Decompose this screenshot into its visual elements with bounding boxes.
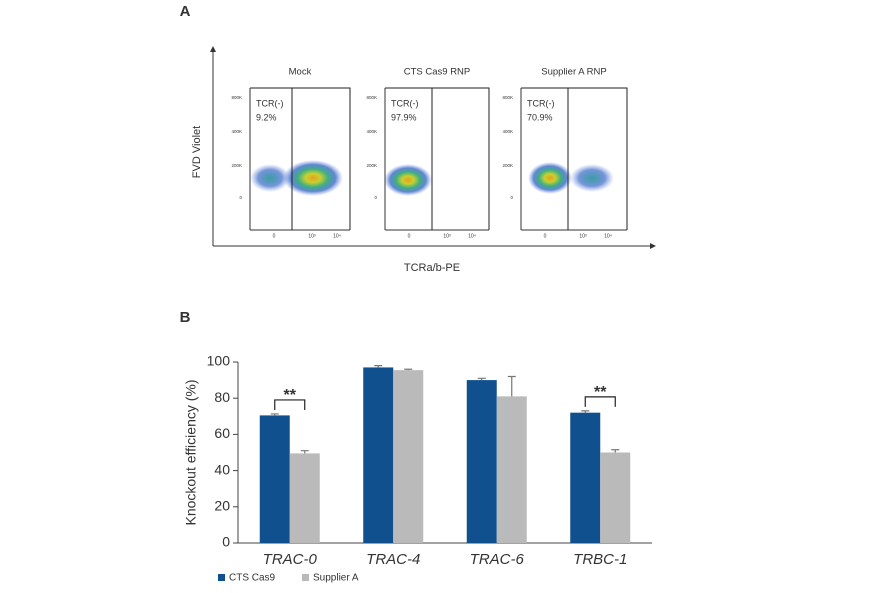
y-tick-label: 20 bbox=[214, 498, 230, 514]
error-bar bbox=[374, 365, 383, 368]
small-tick-label: 800K bbox=[231, 95, 242, 100]
small-tick-label: 10⁴ bbox=[604, 233, 612, 239]
bar bbox=[496, 396, 527, 543]
significance: ** bbox=[284, 387, 297, 404]
legend-swatch bbox=[302, 574, 309, 581]
y-tick-label: 60 bbox=[214, 425, 230, 441]
bar bbox=[393, 370, 424, 543]
small-tick-label: 10⁴ bbox=[468, 233, 476, 239]
small-tick-label: 10³ bbox=[443, 233, 451, 239]
small-tick-label: 0 bbox=[239, 195, 242, 200]
error-bar bbox=[611, 449, 620, 453]
error-bar bbox=[404, 368, 413, 371]
error-bar bbox=[477, 377, 486, 381]
panel-letter: A bbox=[180, 3, 191, 20]
small-tick-label: 400K bbox=[366, 129, 377, 134]
y-axis-label: Knockout efficiency (%) bbox=[183, 379, 199, 525]
legend-swatch bbox=[218, 574, 225, 581]
gate-label: TCR(-) bbox=[527, 98, 555, 108]
small-tick-label: 0 bbox=[510, 195, 513, 200]
arrowhead bbox=[650, 243, 656, 249]
density-blob bbox=[283, 160, 343, 196]
gate bbox=[521, 87, 628, 230]
error-bar bbox=[300, 450, 309, 454]
bar bbox=[289, 453, 320, 543]
bar bbox=[259, 415, 290, 543]
panel-letter: B bbox=[180, 309, 191, 326]
x-tick-label: TRBC-1 bbox=[573, 551, 627, 568]
plot-title: Mock bbox=[289, 67, 312, 78]
error-bar bbox=[507, 375, 516, 397]
density-blob bbox=[384, 164, 432, 196]
small-tick-label: 10³ bbox=[579, 233, 587, 239]
bar bbox=[363, 367, 394, 543]
x-tick-label: TRAC-6 bbox=[470, 551, 525, 568]
axis-label: TCRa/b-PE bbox=[404, 262, 460, 274]
small-tick-label: 0 bbox=[408, 233, 411, 239]
small-tick-label: 400K bbox=[502, 129, 513, 134]
gate bbox=[250, 87, 351, 230]
density-blob bbox=[528, 162, 572, 194]
small-tick-label: 400K bbox=[231, 129, 242, 134]
error-bar bbox=[270, 413, 279, 416]
small-tick-label: 800K bbox=[502, 95, 513, 100]
x-tick-label: TRAC-4 bbox=[366, 551, 420, 568]
gate-label: TCR(-) bbox=[391, 98, 419, 108]
small-tick-label: 0 bbox=[273, 233, 276, 239]
y-tick-label: 80 bbox=[214, 389, 230, 405]
significance-bracket bbox=[584, 396, 616, 407]
small-tick-label: 200K bbox=[231, 163, 242, 168]
plot-title: Supplier A RNP bbox=[541, 67, 606, 78]
bar bbox=[600, 452, 631, 543]
gate-percent: 97.9% bbox=[391, 112, 417, 122]
density-plots bbox=[250, 160, 614, 196]
gate-percent: 9.2% bbox=[256, 112, 277, 122]
y-tick-label: 0 bbox=[222, 534, 230, 550]
small-tick-label: 800K bbox=[366, 95, 377, 100]
error-bar bbox=[581, 410, 590, 413]
y-tick-label: 100 bbox=[207, 353, 231, 369]
bar bbox=[570, 412, 601, 543]
small-tick-label: 10³ bbox=[308, 233, 316, 239]
small-tick-label: 0 bbox=[374, 195, 377, 200]
gate-label: TCR(-) bbox=[256, 98, 284, 108]
significance: ** bbox=[594, 384, 607, 401]
density-blob bbox=[250, 164, 290, 192]
legend-label: CTS Cas9 bbox=[229, 573, 276, 584]
small-tick-label: 200K bbox=[366, 163, 377, 168]
legend-label: Supplier A bbox=[313, 573, 359, 584]
gate-percent: 70.9% bbox=[527, 112, 553, 122]
small-tick-label: 10⁴ bbox=[333, 233, 341, 239]
plot-title: CTS Cas9 RNP bbox=[404, 67, 471, 78]
small-tick-label: 200K bbox=[502, 163, 513, 168]
x-tick-label: TRAC-0 bbox=[263, 551, 318, 568]
bar bbox=[466, 380, 497, 543]
density-blob bbox=[570, 164, 614, 192]
significance-bracket bbox=[274, 399, 306, 410]
gate bbox=[385, 87, 490, 230]
axis-label: FVD Violet bbox=[191, 126, 203, 178]
small-tick-label: 0 bbox=[544, 233, 547, 239]
y-tick-label: 40 bbox=[214, 461, 230, 477]
arrowhead bbox=[210, 46, 216, 52]
